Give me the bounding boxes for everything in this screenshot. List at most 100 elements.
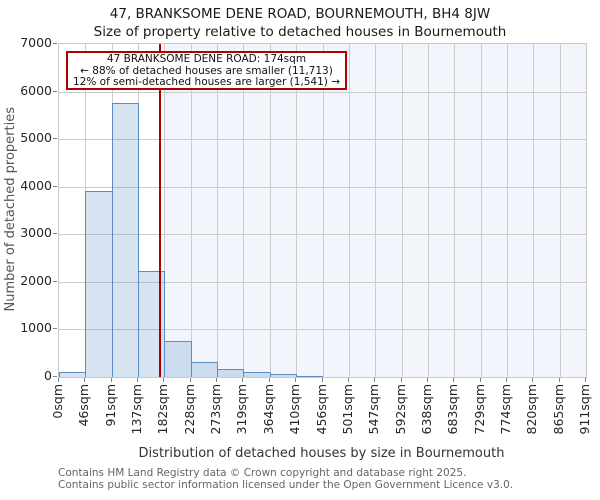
histogram-bar	[138, 270, 166, 377]
vertical-gridline	[559, 44, 561, 377]
vertical-gridline	[243, 44, 245, 377]
x-tick-mark	[453, 378, 455, 382]
y-tick-mark	[53, 185, 57, 187]
x-tick-label: 273sqm	[208, 384, 224, 435]
x-tick-label: 774sqm	[497, 384, 513, 435]
x-tick-label: 911sqm	[577, 384, 592, 435]
plot-area	[58, 43, 587, 378]
y-tick-label: 4000	[20, 177, 52, 193]
x-tick-label: 729sqm	[471, 384, 487, 435]
footer-line-1: Contains HM Land Registry data © Crown c…	[58, 467, 467, 479]
histogram-bar	[59, 372, 87, 377]
vertical-gridline	[348, 44, 350, 377]
annotation-larger-stat: 12% of semi-detached houses are larger (…	[72, 76, 340, 88]
x-tick-mark	[110, 378, 112, 382]
footer-line-2: Contains public sector information licen…	[58, 478, 514, 491]
x-tick-label: 91sqm	[102, 384, 118, 427]
horizontal-gridline	[59, 139, 586, 141]
x-tick-mark	[58, 378, 59, 382]
x-tick-mark	[295, 378, 297, 382]
x-tick-mark	[242, 378, 244, 382]
x-tick-mark	[321, 378, 323, 382]
horizontal-gridline	[59, 281, 586, 283]
y-tick-label: 3000	[20, 225, 52, 241]
horizontal-gridline	[59, 234, 586, 236]
y-tick-mark	[53, 328, 57, 330]
x-tick-mark	[374, 378, 376, 382]
x-axis-title: Distribution of detached houses by size …	[138, 446, 505, 461]
histogram-bar	[85, 191, 113, 377]
vertical-gridline	[269, 44, 271, 377]
annotation-smaller-stat: ← 88% of detached houses are smaller (11…	[80, 64, 333, 77]
x-tick-mark	[216, 378, 218, 382]
y-tick-label: 2000	[20, 272, 52, 288]
larger-sizes-shade-region	[164, 44, 586, 377]
y-tick-mark	[53, 280, 57, 282]
vertical-gridline	[454, 44, 456, 377]
horizontal-gridline	[59, 329, 586, 331]
x-tick-mark	[189, 378, 191, 382]
y-tick-label: 0	[44, 368, 52, 383]
y-tick-mark	[53, 90, 57, 92]
y-tick-mark	[53, 138, 57, 140]
attribution-footer: Contains HM Land Registry data © Crown c…	[58, 467, 598, 491]
histogram-bar	[217, 369, 245, 377]
y-tick-label: 1000	[20, 320, 52, 336]
x-tick-label: 638sqm	[418, 384, 434, 435]
x-tick-label: 46sqm	[76, 384, 92, 427]
x-tick-mark	[558, 378, 560, 382]
x-tick-mark	[137, 378, 139, 382]
y-tick-mark	[53, 376, 57, 377]
x-tick-label: 820sqm	[524, 384, 540, 435]
x-tick-label: 364sqm	[260, 384, 276, 435]
x-tick-label: 683sqm	[445, 384, 461, 435]
x-tick-label: 137sqm	[129, 384, 145, 435]
vertical-gridline	[164, 44, 166, 377]
x-tick-label: 865sqm	[550, 384, 566, 435]
x-tick-mark	[505, 378, 507, 382]
histogram-bar	[190, 361, 219, 377]
x-tick-label: 319sqm	[234, 384, 250, 435]
vertical-gridline	[480, 44, 482, 377]
x-tick-mark	[268, 378, 270, 382]
x-tick-mark	[585, 378, 586, 382]
y-tick-label: 5000	[20, 130, 52, 146]
x-tick-mark	[400, 378, 402, 382]
vertical-gridline	[190, 44, 192, 377]
x-tick-label: 182sqm	[155, 384, 171, 435]
chart-subtitle: Size of property relative to detached ho…	[93, 24, 507, 40]
x-tick-label: 0sqm	[50, 384, 65, 419]
vertical-gridline	[427, 44, 429, 377]
annotation-box: 47 BRANKSOME DENE ROAD: 174sqm ← 88% of …	[66, 51, 347, 90]
y-tick-mark	[53, 43, 57, 44]
vertical-gridline	[322, 44, 324, 377]
horizontal-gridline	[59, 91, 586, 93]
vertical-gridline	[217, 44, 219, 377]
x-tick-label: 501sqm	[339, 384, 355, 435]
x-tick-mark	[426, 378, 428, 382]
vertical-gridline	[533, 44, 535, 377]
chart-title: 47, BRANKSOME DENE ROAD, BOURNEMOUTH, BH…	[109, 6, 491, 22]
horizontal-gridline	[59, 186, 586, 188]
annotation-property-size: 47 BRANKSOME DENE ROAD: 174sqm	[106, 53, 307, 65]
x-tick-mark	[347, 378, 349, 382]
histogram-bar	[296, 375, 324, 377]
histogram-bar	[164, 340, 192, 377]
y-tick-label: 6000	[20, 82, 52, 98]
x-tick-label: 228sqm	[181, 384, 197, 435]
y-axis-title: Number of detached properties	[2, 107, 18, 312]
x-tick-mark	[163, 378, 165, 382]
histogram-bar	[243, 371, 271, 377]
x-tick-label: 547sqm	[366, 384, 382, 435]
y-tick-label: 7000	[20, 35, 52, 50]
x-tick-label: 592sqm	[392, 384, 408, 435]
x-tick-label: 410sqm	[287, 384, 303, 435]
y-tick-mark	[53, 233, 57, 235]
x-tick-mark	[84, 378, 86, 382]
x-tick-mark	[532, 378, 534, 382]
vertical-gridline	[401, 44, 403, 377]
x-tick-mark	[479, 378, 481, 382]
vertical-gridline	[296, 44, 298, 377]
y-axis-title-wrap: Number of detached properties	[1, 43, 19, 376]
